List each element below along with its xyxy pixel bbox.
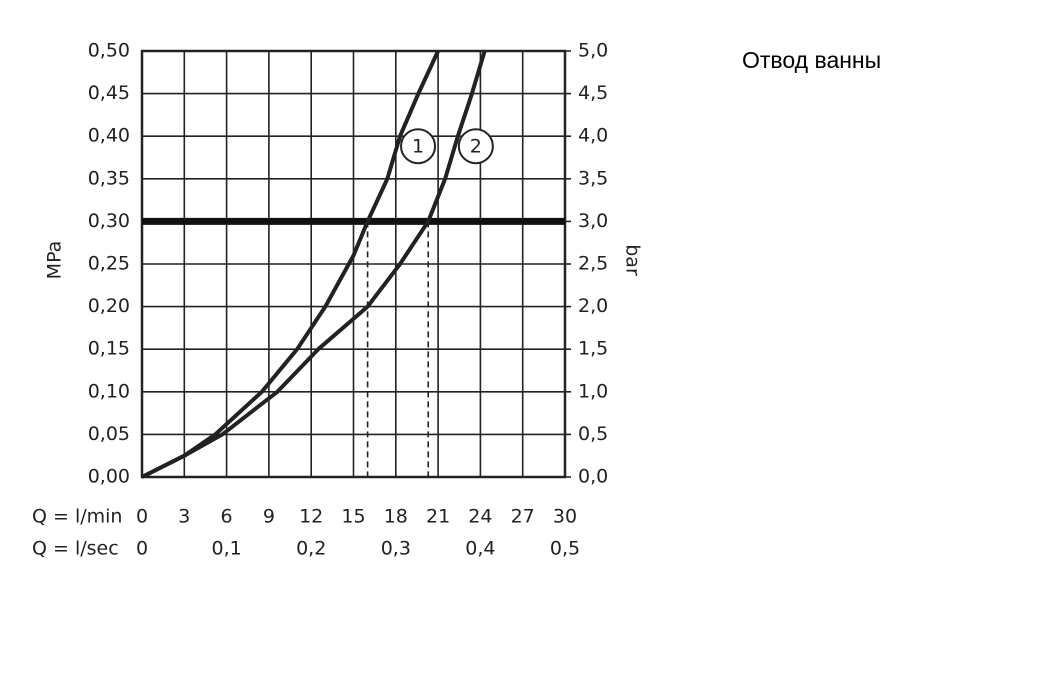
y2-tick-label: 3,5	[578, 167, 608, 189]
y-axis-label: MPa	[44, 241, 66, 280]
y2-tick-label: 2,5	[578, 253, 608, 275]
x-axis-label: Q = l/min	[32, 506, 122, 528]
x2-tick-label: 0,5	[550, 538, 580, 560]
x2-tick-label: 0,4	[465, 538, 495, 560]
y2-tick-label: 2,0	[578, 295, 608, 317]
x-tick-label: 15	[341, 506, 365, 528]
x2-tick-label: 0,1	[211, 538, 241, 560]
y2-tick-label: 1,0	[578, 380, 608, 402]
x-tick-label: 6	[221, 506, 233, 528]
y2-axis-label: bar	[622, 244, 644, 276]
x2-tick-label: 0	[136, 538, 148, 560]
series-label: 2	[470, 136, 482, 158]
x-tick-label: 3	[178, 506, 190, 528]
y2-tick-label: 3,0	[578, 210, 608, 232]
x2-tick-label: 0,2	[296, 538, 326, 560]
chart-title: Отвод ванны	[742, 47, 881, 73]
y-tick-label: 0,25	[88, 253, 130, 275]
x-tick-label: 24	[468, 506, 492, 528]
x2-axis-label: Q = l/sec	[32, 538, 119, 560]
y-tick-label: 0,00	[88, 466, 130, 488]
x-tick-label: 12	[299, 506, 323, 528]
y2-tick-label: 4,0	[578, 125, 608, 147]
series-label-circle	[457, 128, 494, 165]
y2-tick-label: 5,0	[578, 40, 608, 62]
series-label: 1	[412, 136, 424, 158]
y2-tick-label: 0,5	[578, 423, 608, 445]
x-tick-label: 27	[511, 506, 535, 528]
plot-frame	[140, 49, 567, 479]
series-label-circle	[400, 128, 437, 165]
x-tick-label: 30	[553, 506, 577, 528]
y-tick-label: 0,15	[88, 338, 130, 360]
x-tick-label: 18	[384, 506, 408, 528]
y2-tick-label: 0,0	[578, 466, 608, 488]
series-line	[141, 50, 487, 479]
x-tick-label: 21	[426, 506, 450, 528]
x-tick-label: 0	[136, 506, 148, 528]
y-tick-label: 0,35	[88, 167, 130, 189]
series-line	[141, 50, 440, 479]
y-tick-label: 0,10	[88, 380, 130, 402]
y-tick-label: 0,05	[88, 423, 130, 445]
y-tick-label: 0,50	[88, 40, 130, 62]
x-tick-label: 9	[263, 506, 275, 528]
y2-tick-label: 4,5	[578, 82, 608, 104]
y-tick-label: 0,45	[88, 82, 130, 104]
y-tick-label: 0,30	[88, 210, 130, 232]
x2-tick-label: 0,3	[381, 538, 411, 560]
y-tick-label: 0,20	[88, 295, 130, 317]
y2-tick-label: 1,5	[578, 338, 608, 360]
y-tick-label: 0,40	[88, 125, 130, 147]
